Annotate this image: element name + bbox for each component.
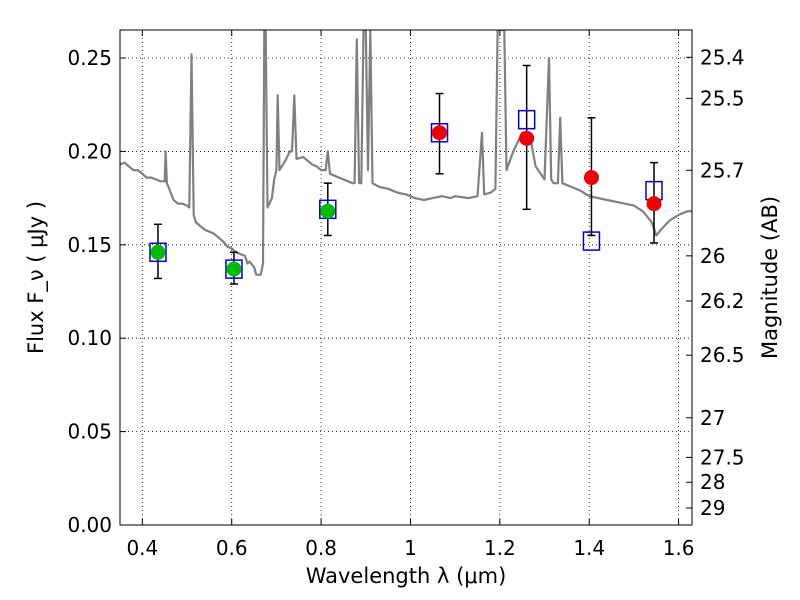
y-tick-label: 0.15 — [67, 233, 112, 257]
y-tick-label: 0.20 — [67, 139, 112, 163]
y2-tick-label: 26 — [700, 244, 725, 268]
green-circle-point — [320, 203, 336, 219]
y-tick-label: 0.00 — [67, 513, 112, 537]
y-tick-label: 0.05 — [67, 420, 112, 444]
x-tick-label: 1.2 — [484, 536, 516, 560]
observed-flux-squares-layer — [149, 109, 663, 279]
y2-tick-label: 27 — [700, 406, 725, 430]
y-tick-label: 0.25 — [67, 46, 112, 70]
grid-lines — [120, 30, 692, 526]
x-axis-label: Wavelength λ (μm) — [306, 564, 507, 588]
red-circle-point — [646, 196, 662, 212]
y2-tick-label: 25.7 — [700, 158, 745, 182]
observed-flux-square — [225, 259, 243, 279]
y2-tick-label: 28 — [700, 470, 725, 494]
observed-flux-square — [582, 231, 601, 251]
y2-tick-label: 25.4 — [700, 45, 745, 69]
green-circle-point — [226, 261, 242, 277]
red-circle-point — [519, 130, 535, 146]
observed-flux-square — [149, 242, 167, 263]
axis-ticks: 0.4 0.6 0.8 1 1.2 1.4 1.6 0.00 0.05 0.10 0.15 0.20 0… — [67, 30, 745, 560]
x-tick-label: 0.4 — [126, 536, 158, 560]
observed-flux-square — [517, 109, 536, 130]
y-tick-label: 0.10 — [67, 326, 112, 350]
x-tick-label: 1.6 — [663, 536, 695, 560]
x-tick-label: 0.6 — [216, 536, 248, 560]
y2-tick-label: 25.5 — [700, 86, 745, 110]
model-spectrum-layer — [120, 30, 692, 276]
plot-frame — [119, 29, 693, 526]
observed-flux-square — [430, 122, 449, 143]
y2-axis-label: Magnitude (AB) — [758, 196, 782, 359]
y-axis-label: Flux F_ν ( μJy ) — [24, 201, 49, 354]
green-circle-point — [150, 244, 166, 260]
y2-tick-label: 26.5 — [700, 343, 745, 367]
y2-tick-label: 26.2 — [700, 289, 745, 313]
x-tick-label: 1 — [404, 536, 417, 560]
x-tick-label: 0.8 — [305, 536, 337, 560]
x-tick-label: 1.4 — [573, 536, 605, 560]
model-spectrum-line — [120, 30, 692, 276]
red-circle-point — [432, 125, 448, 141]
red-circle-point — [583, 170, 599, 186]
model-flux-circles-layer — [150, 125, 662, 277]
y2-tick-label: 29 — [700, 496, 725, 520]
error-bars-layer — [153, 64, 659, 285]
y2-tick-label: 27.5 — [700, 445, 745, 469]
